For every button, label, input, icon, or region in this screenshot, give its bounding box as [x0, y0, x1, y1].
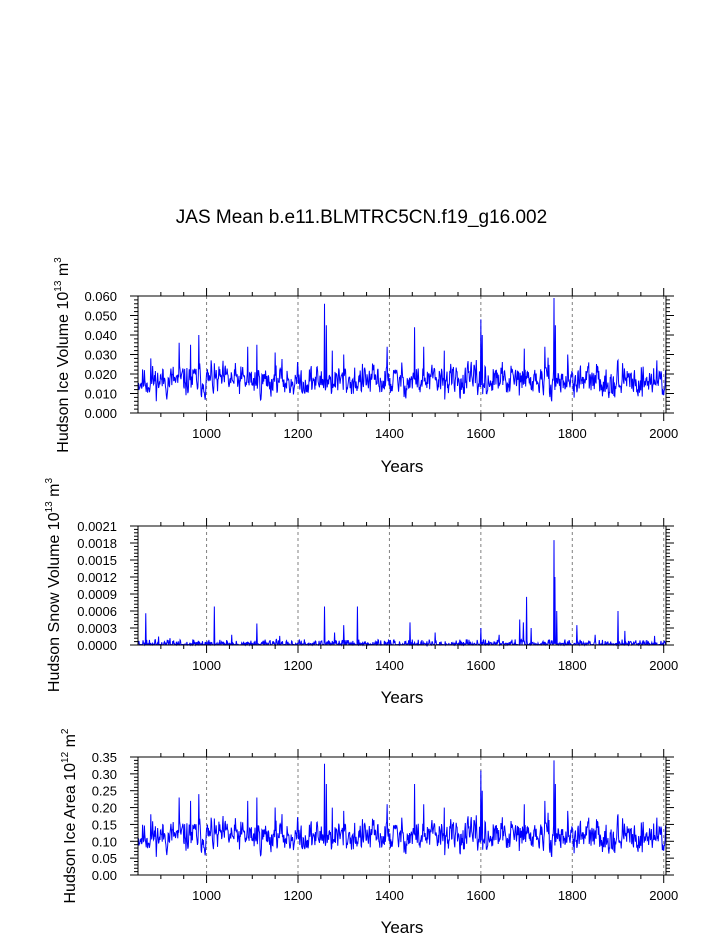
y-tick-label: 0.0003 [77, 621, 117, 636]
y-tick-label: 0.20 [92, 801, 117, 816]
ice-volume-panel: 1000 1200 1400 1600 1800 2000 0.000 0.010 0.020… [53, 257, 678, 476]
x-tick-label: 1000 [192, 888, 221, 903]
y-tick-label: 0.050 [84, 309, 117, 324]
y-tick-label: 0.0015 [77, 553, 117, 568]
y-tick-label: 0.0012 [77, 570, 117, 585]
ice-area-panel: 1000 1200 1400 1600 1800 2000 0.00 0.05 0.10 0.1… [60, 728, 678, 935]
y-axis-title: Hudson Snow Volume 1013 m3 [44, 477, 63, 692]
plot-frame [137, 525, 667, 646]
y-tick-label: 0.010 [84, 387, 117, 402]
y-axis-title: Hudson Ice Area 1012 m2 [60, 728, 79, 903]
x-axis-title: Years [381, 457, 424, 476]
x-tick-labels: 1000 1200 1400 1600 1800 2000 [192, 888, 678, 903]
x-tick-label: 1400 [375, 426, 404, 441]
ice-area-series-line [137, 760, 667, 858]
y-tick-label: 0.15 [92, 817, 117, 832]
y-tick-label: 0.0018 [77, 536, 117, 551]
x-axis-title: Years [381, 918, 424, 935]
y-tick-labels: 0.00 0.05 0.10 0.150.20 0.25 0.30 0.35 [92, 750, 117, 883]
x-tick-label: 1200 [284, 888, 313, 903]
snow-volume-series-line [137, 540, 667, 647]
y-tick-label: 0.0006 [77, 604, 117, 619]
x-tick-label: 2000 [649, 426, 678, 441]
x-tick-labels: 1000 1200 1400 1600 1800 2000 [192, 426, 678, 441]
x-tick-label: 1200 [284, 658, 313, 673]
axis-ticks [130, 288, 674, 421]
plot-frame [137, 295, 667, 414]
x-tick-label: 1400 [375, 658, 404, 673]
plot-frame [137, 756, 667, 876]
y-tick-labels: 0.000 0.010 0.020 0.030 0.040 0.050 0.060 [84, 289, 117, 421]
x-tick-label: 1800 [558, 426, 587, 441]
x-tick-label: 2000 [649, 888, 678, 903]
reference-lines [206, 526, 665, 645]
x-tick-label: 1800 [558, 658, 587, 673]
x-tick-labels: 1000 1200 1400 1600 1800 2000 [192, 658, 678, 673]
ice-volume-series-line [137, 297, 667, 402]
y-tick-label: 0.0000 [77, 638, 117, 653]
x-tick-label: 1400 [375, 888, 404, 903]
x-tick-label: 1200 [284, 426, 313, 441]
y-tick-label: 0.060 [84, 289, 117, 304]
axis-ticks [130, 749, 674, 883]
y-tick-label: 0.30 [92, 767, 117, 782]
x-tick-label: 1000 [192, 426, 221, 441]
x-tick-label: 1000 [192, 658, 221, 673]
y-tick-label: 0.0021 [77, 519, 117, 534]
y-tick-label: 0.00 [92, 868, 117, 883]
y-axis-title: Hudson Ice Volume 1013 m3 [53, 257, 72, 453]
y-tick-label: 0.040 [84, 328, 117, 343]
x-tick-label: 1600 [466, 888, 495, 903]
y-tick-label: 0.25 [92, 784, 117, 799]
y-tick-labels: 0.0000 0.0003 0.0006 0.0009 0.0012 0.0015 0.00… [77, 519, 117, 653]
y-tick-label: 0.000 [84, 406, 117, 421]
x-tick-label: 1800 [558, 888, 587, 903]
y-tick-label: 0.05 [92, 851, 117, 866]
y-tick-label: 0.020 [84, 367, 117, 382]
y-tick-label: 0.10 [92, 834, 117, 849]
y-tick-label: 0.030 [84, 348, 117, 363]
x-tick-label: 2000 [649, 658, 678, 673]
x-tick-label: 1600 [466, 658, 495, 673]
x-tick-label: 1600 [466, 426, 495, 441]
y-tick-label: 0.35 [92, 750, 117, 765]
snow-volume-panel: 1000 1200 1400 1600 1800 2000 0.00000.00030.0… [44, 477, 678, 707]
figure-title: JAS Mean b.e11.BLMTRC5CN.f19_g16.002 [175, 207, 548, 228]
y-tick-label: 0.0009 [77, 587, 117, 602]
x-axis-title: Years [381, 688, 424, 707]
axis-ticks [130, 518, 674, 653]
